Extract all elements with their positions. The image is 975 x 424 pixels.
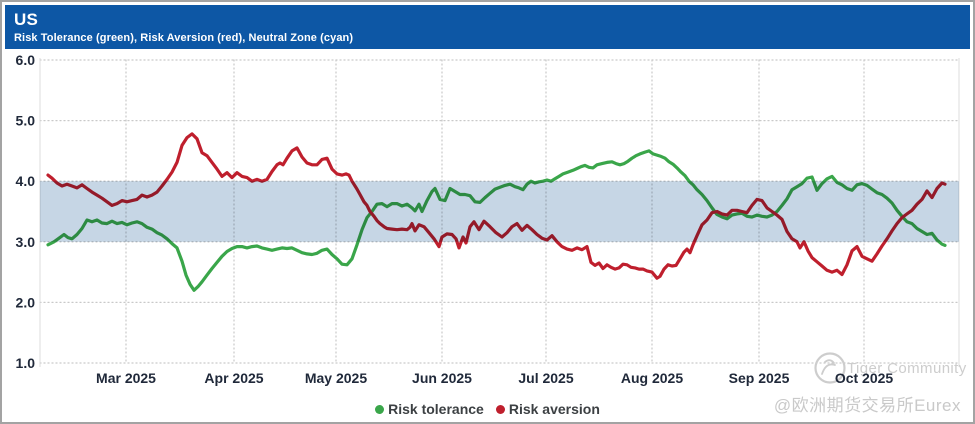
panel-subtitle: Risk Tolerance (green), Risk Aversion (r… (14, 32, 354, 44)
legend-label-risk-tolerance: Risk tolerance (388, 401, 484, 417)
tiger-logo-icon (821, 359, 836, 375)
chart-legend: Risk tolerance Risk aversion (2, 399, 973, 419)
x-tick-label: Jul 2025 (518, 370, 573, 386)
x-tick-label: Jun 2025 (412, 370, 472, 386)
x-tick-label: Mar 2025 (96, 370, 156, 386)
y-tick-label: 5.0 (16, 113, 36, 129)
legend-item-risk-tolerance: Risk tolerance (375, 401, 484, 417)
y-tick-label: 1.0 (16, 355, 36, 371)
tiger-logo-icon (814, 352, 846, 384)
panel-title: US (14, 10, 39, 29)
watermark-handle: @欧洲期货交易所Eurex (773, 396, 961, 415)
x-tick-label: Sep 2025 (729, 370, 790, 386)
y-tick-label: 3.0 (16, 234, 36, 250)
legend-item-risk-aversion: Risk aversion (495, 401, 600, 417)
watermark-brand: Tiger Community (847, 360, 967, 377)
y-tick-label: 4.0 (16, 173, 36, 189)
x-tick-label: Oct 2025 (835, 370, 894, 386)
x-tick-label: Apr 2025 (204, 370, 263, 386)
y-tick-label: 6.0 (16, 52, 36, 68)
x-tick-label: Aug 2025 (621, 370, 683, 386)
legend-label-risk-aversion: Risk aversion (508, 401, 600, 417)
x-tick-label: May 2025 (305, 370, 367, 386)
risk-tolerance-dot-icon (375, 404, 385, 414)
y-tick-label: 2.0 (16, 294, 36, 310)
panel-header: US Risk Tolerance (green), Risk Aversion… (5, 5, 970, 49)
risk-aversion-dot-icon (495, 404, 505, 414)
neutral-zone-band (40, 181, 959, 242)
